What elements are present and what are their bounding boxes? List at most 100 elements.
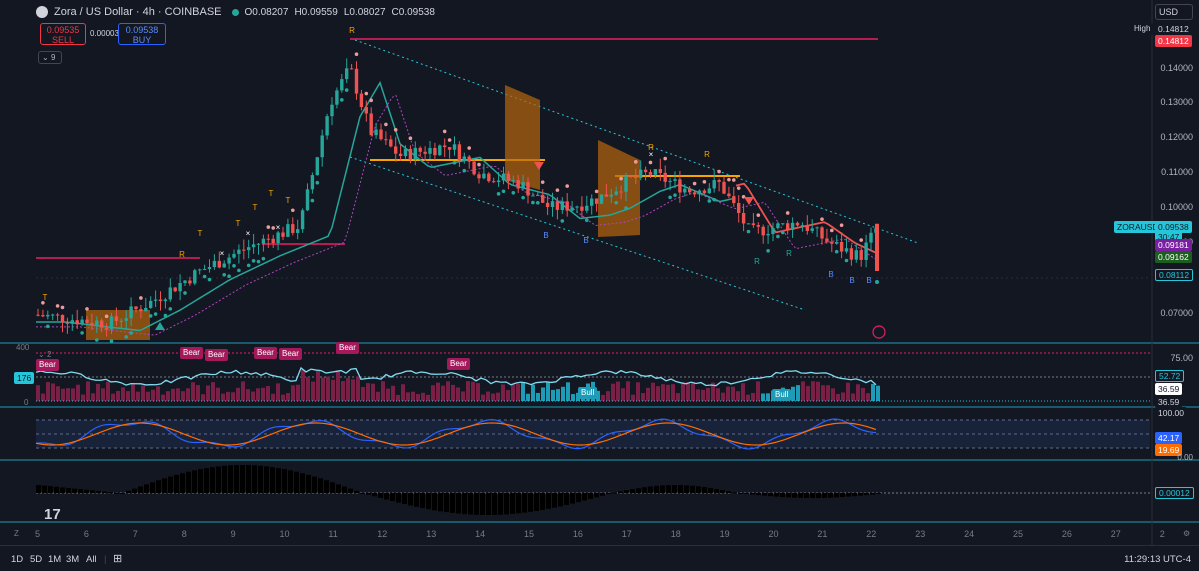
candle-body: [389, 139, 393, 147]
pane1-volume-bar: [91, 393, 95, 401]
trend-dot: [614, 200, 618, 205]
trend-dot: [511, 190, 516, 195]
price-tick: 0.11000: [1161, 167, 1193, 177]
pane1-volume-bar: [506, 390, 510, 401]
pane1-volume-bar: [316, 370, 320, 401]
pane1-volume-bar: [556, 389, 560, 401]
macd-positive-bar: [306, 474, 311, 493]
candle-body: [247, 247, 251, 251]
pane1-volume-bar: [491, 393, 495, 401]
macd-negative-bar: [558, 493, 563, 507]
candle-body: [550, 201, 555, 208]
macd-positive-bar: [156, 480, 161, 493]
pane1-volume-bar: [651, 382, 655, 401]
candle-body: [335, 90, 339, 105]
time-tick: 25: [1013, 529, 1024, 539]
trend-dot: [668, 195, 672, 200]
candle-body: [776, 223, 780, 229]
stoch-k-line: [35, 418, 877, 450]
time-tick: 22: [866, 529, 877, 539]
candle-body: [369, 113, 373, 136]
trend-dot: [727, 177, 731, 182]
timeframe-all[interactable]: All: [86, 554, 97, 565]
pane1-volume-bar: [696, 389, 700, 401]
signal-label: B: [866, 276, 871, 285]
macd-negative-bar: [498, 493, 503, 515]
trend-dot: [673, 193, 677, 197]
macd-positive-bar: [714, 488, 719, 493]
tradingview-logo-icon[interactable]: 17: [44, 506, 61, 523]
pane1-volume-bar: [676, 393, 680, 401]
pane1-volume-bar: [386, 388, 390, 401]
candle-body: [756, 225, 760, 227]
macd-positive-bar: [132, 488, 137, 493]
pane1-toggle[interactable]: ⌄ 2: [38, 350, 52, 359]
sell-button[interactable]: 0.09535 SELL: [40, 23, 86, 45]
pane2-tick-0: 0.00: [1177, 453, 1193, 462]
calendar-range-icon[interactable]: ⊞: [113, 553, 123, 565]
pane1-volume-bar: [526, 393, 530, 401]
ma-green-tag: 0.09162: [1155, 251, 1192, 263]
signal-cross: ×: [276, 223, 281, 232]
candle-body: [531, 195, 535, 197]
settings-gear-icon[interactable]: ⚙: [1183, 529, 1191, 538]
pane1-volume-bar: [546, 382, 550, 401]
bear-label: Bear: [336, 342, 359, 354]
candle-body: [560, 201, 564, 210]
timeframe-3m[interactable]: 3M: [66, 554, 80, 565]
candle-body: [379, 129, 383, 140]
pane1-volume-bar: [611, 383, 615, 401]
signal-cross: ×: [649, 150, 654, 159]
indicators-toggle[interactable]: ⌄ 9: [38, 51, 62, 64]
pane1-volume-bar: [136, 391, 140, 401]
timezone-icon[interactable]: Z: [14, 529, 19, 538]
candle-body: [95, 320, 99, 326]
candle-body: [810, 228, 814, 231]
pane1-volume-bar: [736, 391, 740, 401]
candle-body: [457, 144, 462, 161]
pane1-volume-bar: [61, 388, 65, 401]
pane1-volume-bar: [731, 386, 735, 401]
trend-dot: [271, 226, 276, 230]
pane1-volume-bar: [116, 390, 120, 401]
trend-dot: [785, 211, 790, 215]
candle-body: [472, 161, 476, 175]
trend-dot: [875, 280, 879, 284]
price-tick: 0.14000: [1160, 63, 1193, 73]
ohlc-low: L0.08027: [343, 6, 386, 18]
timeframe-1d[interactable]: 1D: [11, 554, 24, 565]
clock[interactable]: 11:29:13 UTC-4: [1124, 554, 1191, 565]
trend-dot: [692, 181, 697, 186]
pane1-volume-bar: [421, 392, 425, 401]
timeframe-5d[interactable]: 5D: [30, 554, 43, 565]
trend-dot: [732, 178, 736, 182]
symbol-header[interactable]: Zora / US Dollar · 4h · COINBASE O0.0820…: [36, 4, 435, 20]
macd-negative-bar: [576, 493, 581, 503]
candle-body: [349, 68, 354, 70]
bear-label: Bear: [205, 349, 228, 361]
flash-alert-icon: [872, 325, 886, 339]
macd-negative-bar: [468, 493, 473, 515]
candle-body: [800, 225, 805, 227]
macd-negative-bar: [582, 493, 587, 501]
macd-positive-bar: [186, 471, 191, 493]
candle-body: [864, 242, 868, 260]
macd-negative-bar: [426, 493, 431, 510]
candle-body: [124, 318, 128, 321]
trend-dot: [207, 277, 212, 282]
macd-negative-bar: [378, 493, 383, 498]
macd-positive-bar: [258, 465, 263, 493]
macd-negative-bar: [396, 493, 401, 503]
macd-negative-bar: [864, 493, 869, 496]
time-tick: 26: [1061, 529, 1072, 539]
buy-button[interactable]: 0.09538 BUY: [118, 23, 166, 45]
macd-negative-bar: [816, 493, 821, 498]
pane1-volume-bar: [801, 381, 805, 401]
candle-body: [139, 309, 143, 312]
trend-dot: [585, 218, 589, 223]
currency-select[interactable]: USD: [1155, 4, 1193, 20]
trend-dot: [462, 168, 467, 173]
pane1-volume-bar: [521, 382, 525, 401]
timeframe-1m[interactable]: 1M: [48, 554, 62, 565]
